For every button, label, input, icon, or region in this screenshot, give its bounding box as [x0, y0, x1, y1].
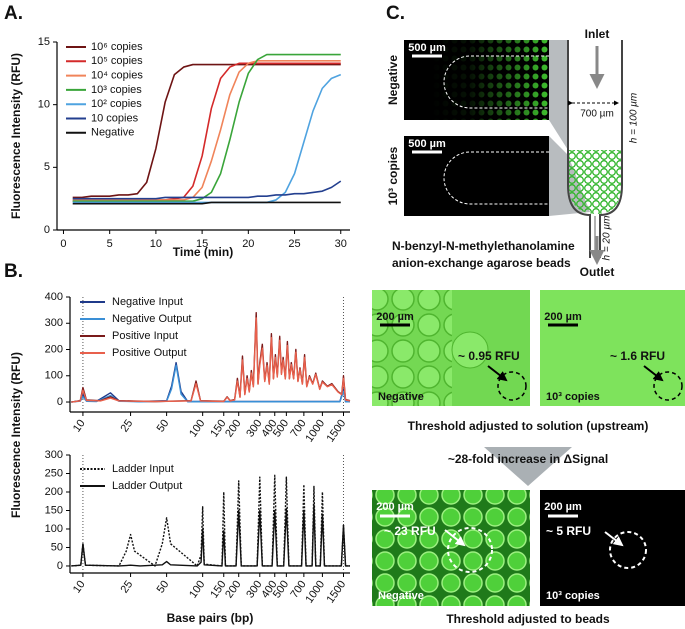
y-tick-label: 15 — [38, 36, 50, 48]
image-label: 10³ copies — [546, 590, 600, 602]
y-tick-label: 300 — [45, 317, 63, 329]
micrographs-beads — [372, 490, 685, 606]
legend-label: 10³ copies — [91, 84, 142, 96]
series-line — [71, 317, 351, 403]
x-tick-label: 10 — [71, 418, 88, 435]
channel-schematic — [404, 40, 623, 265]
series-line — [72, 180, 342, 200]
image-label: 10³ copies — [546, 391, 600, 403]
signal-label: ~ 23 RFU — [384, 524, 436, 538]
down-arrow — [484, 447, 572, 486]
series-line — [71, 504, 350, 567]
row-label: 10³ copies — [386, 146, 400, 205]
legend-label: Positive Input — [112, 330, 178, 342]
micrographs-solution — [372, 290, 685, 406]
bead-label: anion-exchange agarose beads — [392, 256, 571, 270]
y-tick-label: 200 — [45, 343, 63, 355]
width-label: 700 µm — [580, 109, 614, 120]
legend-label: 10² copies — [91, 98, 142, 110]
x-tick-label: 1000 — [303, 418, 327, 445]
legend-label: Negative Input — [112, 296, 183, 308]
series-line — [72, 63, 341, 199]
row-label: Negative — [386, 55, 400, 105]
x-tick-label: 5 — [107, 238, 113, 250]
x-tick-label: 1000 — [303, 579, 327, 606]
legend-label: Ladder Output — [112, 480, 182, 492]
y-tick-label: 0 — [57, 396, 63, 408]
y-tick-label: 0 — [44, 224, 50, 236]
scale-bar-label: 500 µm — [408, 138, 446, 150]
x-tick-label: 50 — [155, 418, 172, 435]
x-tick-label: 50 — [155, 579, 172, 596]
caption: Threshold adjusted to beads — [446, 612, 610, 626]
x-tick-label: 10 — [150, 238, 162, 250]
image-label: Negative — [378, 391, 424, 403]
x-tick-label: 200 — [223, 418, 243, 440]
height-label: h = 100 µm — [629, 93, 640, 144]
scale-bar-label: 200 µm — [544, 311, 582, 323]
y-tick-label: 250 — [45, 467, 63, 479]
signal-label: ~ 1.6 RFU — [610, 349, 665, 363]
y-tick-label: 0 — [57, 560, 63, 572]
x-tick-label: 200 — [223, 579, 243, 601]
height-label: h = 20 µm — [602, 216, 613, 261]
image-label: Negative — [378, 590, 424, 602]
legend-label: Positive Output — [112, 347, 187, 359]
x-tick-label: 30 — [335, 238, 347, 250]
y-axis-label: Fluorescence Intensity (RFU) — [9, 352, 23, 518]
panel-label: B. — [4, 261, 23, 282]
y-tick-label: 5 — [44, 161, 50, 173]
scale-bar-label: 500 µm — [408, 42, 446, 54]
y-tick-label: 400 — [45, 291, 63, 303]
y-tick-label: 50 — [51, 541, 63, 553]
series-line — [72, 53, 341, 202]
x-axis-label: Time (min) — [173, 245, 233, 259]
y-tick-label: 10 — [38, 99, 50, 111]
scale-bar-label: 200 µm — [544, 501, 582, 513]
scale-bar-label: 200 µm — [376, 501, 414, 513]
arrow-label: ~28-fold increase in ΔSignal — [448, 452, 608, 466]
x-tick-label: 15 — [196, 238, 208, 250]
legend-label: Negative — [91, 127, 134, 139]
legend-label: Ladder Input — [112, 463, 174, 475]
legend-label: Negative Output — [112, 313, 192, 325]
x-tick-label: 1500 — [324, 579, 348, 606]
x-tick-label: 10 — [71, 579, 88, 596]
caption: Threshold adjusted to solution (upstream… — [408, 419, 649, 433]
x-tick-label: 25 — [119, 579, 136, 596]
x-tick-label: 1500 — [324, 418, 348, 445]
y-tick-label: 200 — [45, 486, 63, 498]
y-tick-label: 150 — [45, 504, 63, 516]
series-line — [72, 201, 341, 205]
x-tick-label: 0 — [60, 238, 66, 250]
legend-label: 10⁶ copies — [91, 41, 143, 53]
signal-label: ~ 5 RFU — [546, 524, 591, 538]
x-axis-label: Base pairs (bp) — [167, 611, 254, 625]
x-tick-label: 100 — [187, 418, 207, 440]
legend-label: 10⁴ copies — [91, 70, 143, 82]
panel-label: A. — [4, 3, 23, 24]
panel-label: C. — [386, 3, 405, 24]
scale-bar-label: 200 µm — [376, 311, 414, 323]
legend-label: 10 copies — [91, 112, 139, 124]
x-tick-label: 25 — [119, 418, 136, 435]
y-tick-label: 300 — [45, 449, 63, 461]
legend-label: 10⁵ copies — [91, 55, 143, 67]
y-axis-label: Fluorescence Intensity (RFU) — [9, 53, 23, 219]
y-tick-label: 100 — [45, 370, 63, 382]
x-tick-label: 25 — [288, 238, 300, 250]
bead-label: N-benzyl-N-methylethanolamine — [392, 239, 575, 253]
inlet-label: Inlet — [585, 27, 610, 41]
x-tick-label: 20 — [242, 238, 254, 250]
x-tick-label: 100 — [187, 579, 207, 601]
outlet-label: Outlet — [580, 265, 615, 279]
y-tick-label: 100 — [45, 523, 63, 535]
signal-label: ~ 0.95 RFU — [458, 349, 520, 363]
series-line — [72, 60, 341, 201]
